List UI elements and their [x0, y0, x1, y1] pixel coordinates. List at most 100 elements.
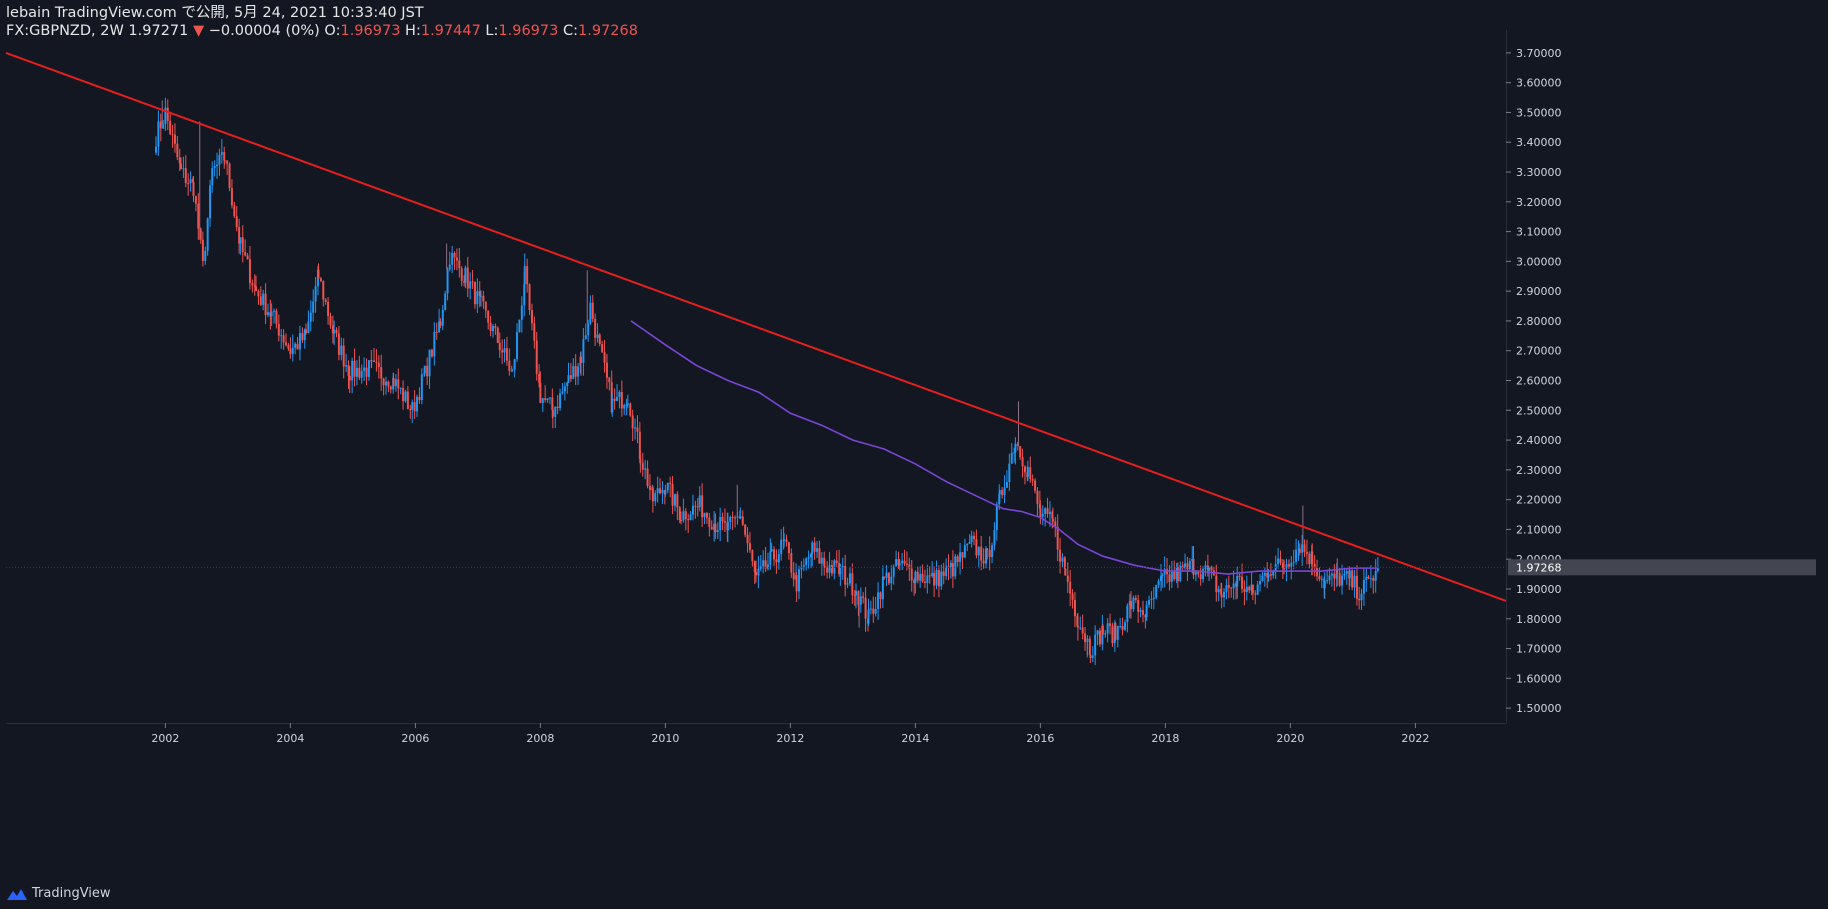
candle-body: [596, 334, 599, 338]
candle-body: [345, 365, 348, 367]
candle: [625, 398, 628, 416]
candle-body: [680, 520, 682, 522]
candle: [370, 359, 373, 369]
resistance-trendline[interactable]: [5, 51, 1507, 602]
candle-body: [1071, 593, 1074, 600]
candle: [680, 511, 682, 525]
candle-body: [1362, 579, 1365, 594]
candle-body: [807, 557, 810, 559]
high-label: H:: [405, 23, 421, 39]
candle-body: [1013, 452, 1016, 454]
candle: [539, 371, 542, 404]
candle-body: [1034, 480, 1037, 491]
candle: [629, 402, 632, 417]
candle-body: [723, 521, 726, 523]
candle-body: [377, 362, 380, 368]
candle: [482, 290, 485, 309]
time-tick-label: 2016: [1026, 732, 1054, 745]
candle-body: [187, 183, 190, 185]
candle-body: [192, 182, 195, 197]
candle-body: [253, 285, 256, 287]
candle-body: [563, 386, 566, 392]
candle-body: [1181, 565, 1184, 569]
candle-body: [1128, 600, 1131, 606]
candle: [484, 301, 487, 318]
candle-body: [844, 565, 847, 585]
candle-body: [223, 160, 226, 162]
candle: [1003, 475, 1006, 504]
candle: [1001, 486, 1004, 499]
footer-brand[interactable]: TradingView: [6, 886, 111, 901]
symbol-label[interactable]: FX:GBPNZD, 2W: [6, 23, 124, 39]
ohlc-line: FX:GBPNZD, 2W 1.97271 ▼ −0.00004 (0%) O:…: [6, 22, 638, 40]
candle: [1150, 591, 1153, 609]
candle: [923, 569, 926, 589]
candle-body: [1175, 566, 1178, 580]
candle: [294, 342, 297, 355]
candle-body: [469, 281, 472, 289]
candle: [1374, 559, 1377, 593]
candle: [455, 248, 458, 271]
candle: [807, 550, 810, 569]
candle: [1208, 566, 1211, 582]
candle: [895, 550, 898, 567]
candle-body: [931, 572, 934, 576]
candle: [220, 138, 223, 164]
candle-body: [857, 591, 860, 605]
candle: [511, 368, 514, 373]
candle-body: [1197, 572, 1200, 575]
candle-body: [731, 516, 734, 518]
candle-body: [1163, 569, 1166, 575]
candle-body: [1104, 633, 1107, 635]
candle-body: [988, 549, 991, 558]
candle-body: [428, 349, 431, 377]
candle: [1056, 514, 1059, 562]
last-price-tag: [1508, 559, 1816, 576]
candle-body: [1374, 570, 1377, 581]
candle: [694, 500, 697, 519]
candle-body: [496, 327, 499, 343]
candle-body: [418, 396, 421, 401]
candle-body: [820, 557, 823, 564]
candle-body: [389, 386, 392, 390]
candle: [1041, 505, 1044, 525]
candle: [345, 353, 348, 373]
candle-body: [1064, 568, 1067, 576]
candle-body: [1132, 597, 1135, 610]
candle: [1116, 625, 1119, 648]
low-label: L:: [485, 23, 499, 39]
candle-body: [1326, 580, 1329, 582]
candle-body: [945, 566, 948, 576]
candle: [1064, 567, 1067, 576]
candle-body: [940, 571, 943, 587]
candle: [314, 277, 317, 313]
candle: [155, 136, 157, 156]
candle-body: [935, 570, 938, 586]
axes-layer: 1.500001.600001.700001.800001.900002.000…: [6, 30, 1816, 745]
candle: [877, 582, 880, 620]
candle-body: [1134, 597, 1137, 601]
candle: [855, 583, 857, 609]
candle: [933, 566, 936, 597]
candle: [444, 290, 447, 311]
candle: [1010, 443, 1013, 464]
candle: [241, 225, 244, 263]
candle-body: [548, 397, 551, 399]
candle-body: [1059, 549, 1062, 562]
candle: [898, 558, 901, 571]
candle-body: [798, 569, 801, 592]
candle: [751, 549, 754, 567]
candle: [544, 385, 547, 403]
candle-body: [1338, 573, 1341, 586]
candle-body: [654, 493, 657, 502]
candle: [1259, 574, 1262, 592]
price-tick-label: 2.90000: [1516, 285, 1562, 298]
candle: [921, 564, 924, 583]
candle-body: [409, 408, 412, 410]
candle: [723, 508, 726, 532]
candle-body: [464, 267, 467, 283]
candle-body: [913, 580, 916, 583]
candle-body: [1360, 593, 1363, 601]
candle-body: [703, 512, 706, 518]
